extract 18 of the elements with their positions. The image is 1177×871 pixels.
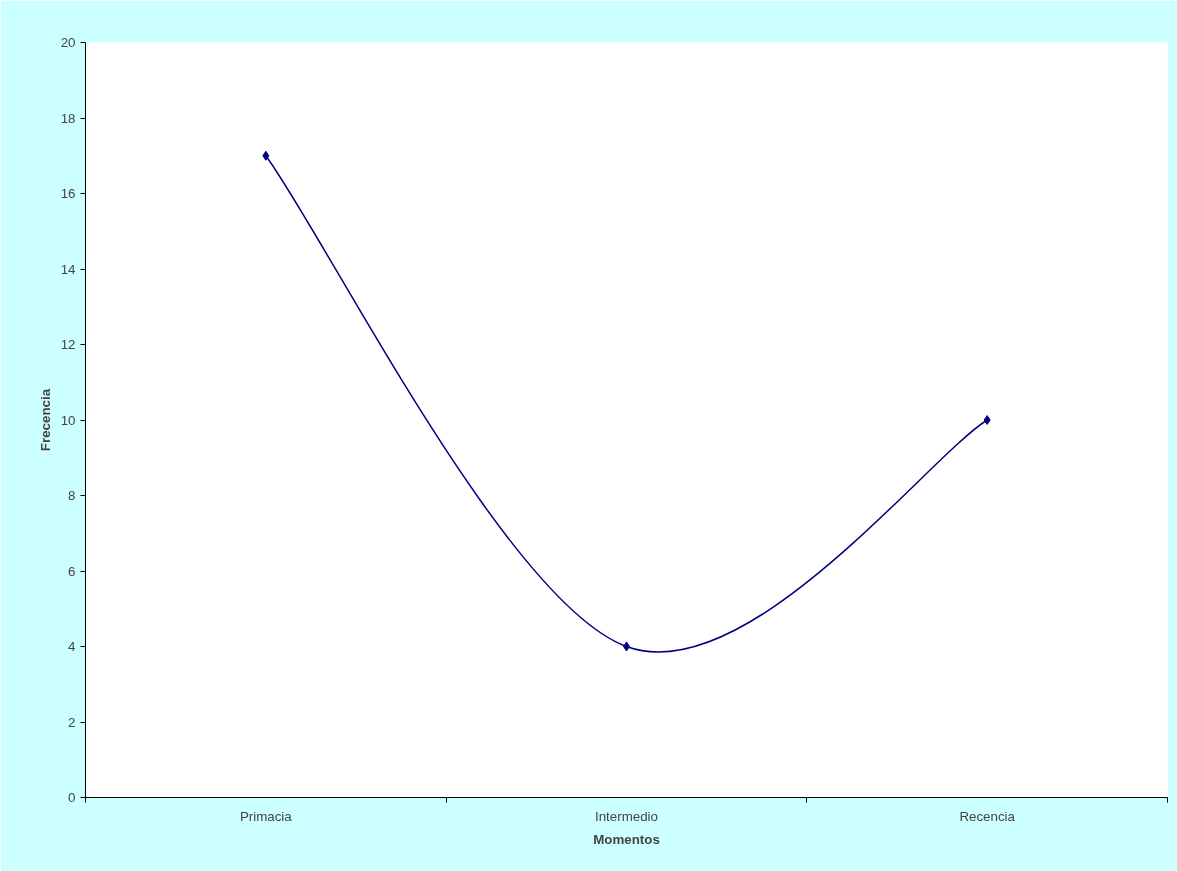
x-tick-label: Intermedio xyxy=(595,808,658,824)
x-tick-label: Recencia xyxy=(959,808,1016,824)
y-tick-label: 12 xyxy=(60,337,76,352)
y-tick-label: 14 xyxy=(60,261,77,277)
y-tick-label: 10 xyxy=(60,412,76,428)
point xyxy=(262,150,270,161)
x-tick-label: Primacia xyxy=(239,808,293,824)
y-tick-label: 16 xyxy=(60,186,76,201)
y-tick-label: 2 xyxy=(68,714,76,730)
y-tick-label: 18 xyxy=(60,110,76,126)
y-tick-label: 0 xyxy=(68,790,76,805)
y-tick-label: 8 xyxy=(68,488,76,503)
x-axis-title: Momentos xyxy=(593,831,660,847)
y-tick-label: 4 xyxy=(68,639,77,654)
point xyxy=(983,415,991,425)
y-tick-label: 20 xyxy=(60,35,76,50)
y-tick-label: 6 xyxy=(68,563,76,579)
y-axis-title: Frecencia xyxy=(37,388,53,452)
